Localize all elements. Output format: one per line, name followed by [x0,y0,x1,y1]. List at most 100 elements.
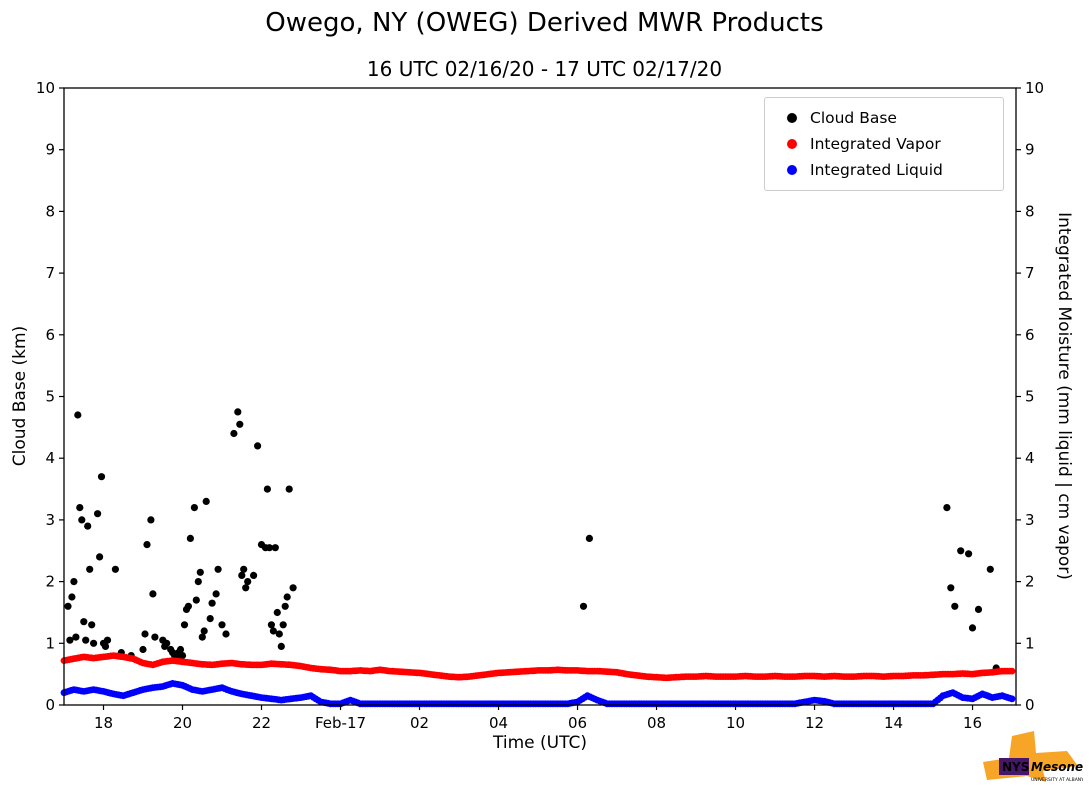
x-tick-label: 20 [173,714,192,732]
data-point-0 [254,442,262,450]
data-point-0 [974,605,983,614]
x-tick-label: 02 [410,714,429,732]
data-point-0 [250,571,258,580]
data-point-0 [277,642,285,651]
data-point-0 [96,553,104,561]
y-tick-label-right: 2 [1025,573,1035,591]
y-tick-label-right: 5 [1025,388,1035,406]
data-point-2 [1008,695,1016,703]
legend-label-integrated-vapor: Integrated Vapor [810,135,941,153]
data-point-0 [139,645,147,654]
x-tick-label: Feb-17 [315,714,366,732]
data-point-0 [84,522,92,530]
chart-title: Owego, NY (OWEG) Derived MWR Products [265,8,824,38]
data-point-0 [957,547,965,555]
data-point-0 [66,636,74,644]
legend-label-cloud-base: Cloud Base [810,109,897,127]
y-tick-label-right: 6 [1025,326,1035,344]
data-point-0 [70,578,78,586]
legend-label-integrated-liquid: Integrated Liquid [810,161,943,179]
cloud-base-marker-icon [787,113,797,123]
data-point-0 [265,544,273,552]
data-point-0 [74,411,82,419]
data-point-0 [947,584,955,592]
svg-text:Mesonet: Mesonet [1031,760,1083,774]
data-point-0 [951,602,959,610]
y-tick-label-left: 4 [45,449,55,467]
data-point-0 [200,627,208,635]
x-tick-label: 16 [963,714,982,732]
data-point-0 [275,630,283,638]
data-point-0 [180,621,189,629]
data-point-0 [273,608,281,617]
data-point-0 [214,565,222,573]
data-point-0 [579,602,588,610]
data-point-0 [965,550,973,558]
x-tick-label: 04 [489,714,508,732]
y-tick-label-left: 9 [45,141,55,159]
legend: Cloud Base Integrated Vapor Integrated L… [764,97,1004,191]
y-tick-label-left: 6 [45,326,55,344]
data-point-0 [192,596,200,604]
y-tick-label-right: 3 [1025,511,1035,529]
y-tick-label-left: 0 [45,696,55,714]
integrated-liquid-marker-icon [787,165,797,175]
data-point-0 [208,599,216,607]
data-point-0 [82,636,90,644]
y-tick-label-right: 4 [1025,449,1035,467]
data-point-0 [86,565,94,573]
data-point-0 [196,568,204,576]
data-point-0 [263,485,271,493]
legend-item-integrated-liquid: Integrated Liquid [765,157,1003,183]
y-tick-label-left: 7 [45,264,55,282]
data-point-0 [242,584,250,592]
data-point-0 [90,639,98,647]
data-point-0 [585,534,594,543]
x-tick-label: 06 [568,714,587,732]
x-axis-label: Time (UTC) [493,733,587,753]
data-point-0 [236,420,244,428]
data-point-0 [88,621,96,629]
data-point-0 [281,602,289,610]
y-tick-label-right: 1 [1025,634,1035,652]
y-axis-label-left: Cloud Base (km) [10,325,30,467]
data-point-0 [269,627,277,635]
data-point-0 [78,516,86,524]
data-point-0 [184,602,192,610]
data-point-0 [72,633,80,641]
data-point-0 [289,584,297,592]
data-point-0 [163,639,171,647]
data-point-0 [212,590,220,598]
data-point-0 [178,652,187,660]
legend-item-integrated-vapor: Integrated Vapor [765,131,1003,157]
y-tick-label-left: 1 [45,634,55,652]
data-point-0 [240,565,248,573]
y-tick-label-left: 10 [36,79,55,97]
data-point-0 [94,510,102,518]
data-point-1 [1008,667,1016,675]
y-tick-label-right: 10 [1025,79,1044,97]
x-tick-label: 22 [252,714,271,732]
x-tick-label: 12 [805,714,824,732]
data-point-0 [68,593,76,601]
chart-subtitle: 16 UTC 02/16/20 - 17 UTC 02/17/20 [366,57,723,81]
data-point-0 [968,624,977,632]
data-point-0 [267,621,275,629]
y-tick-label-left: 2 [45,573,55,591]
data-point-0 [198,633,206,641]
y-tick-label-left: 3 [45,511,55,529]
data-point-0 [222,630,230,638]
y-tick-label-left: 5 [45,388,55,406]
y-axis-label-right: Integrated Moisture (mm liquid | cm vapo… [1054,212,1074,580]
y-tick-label-right: 0 [1025,696,1035,714]
nys-mesonet-logo: NYS Mesonet UNIVERSITY AT ALBANY [979,726,1089,796]
data-point-0 [147,516,155,524]
nys-state-icon: NYS Mesonet UNIVERSITY AT ALBANY [983,731,1089,783]
data-point-0 [218,621,226,629]
data-point-0 [202,497,210,505]
y-tick-label-right: 7 [1025,264,1035,282]
data-point-0 [64,602,72,610]
data-point-0 [143,541,151,549]
